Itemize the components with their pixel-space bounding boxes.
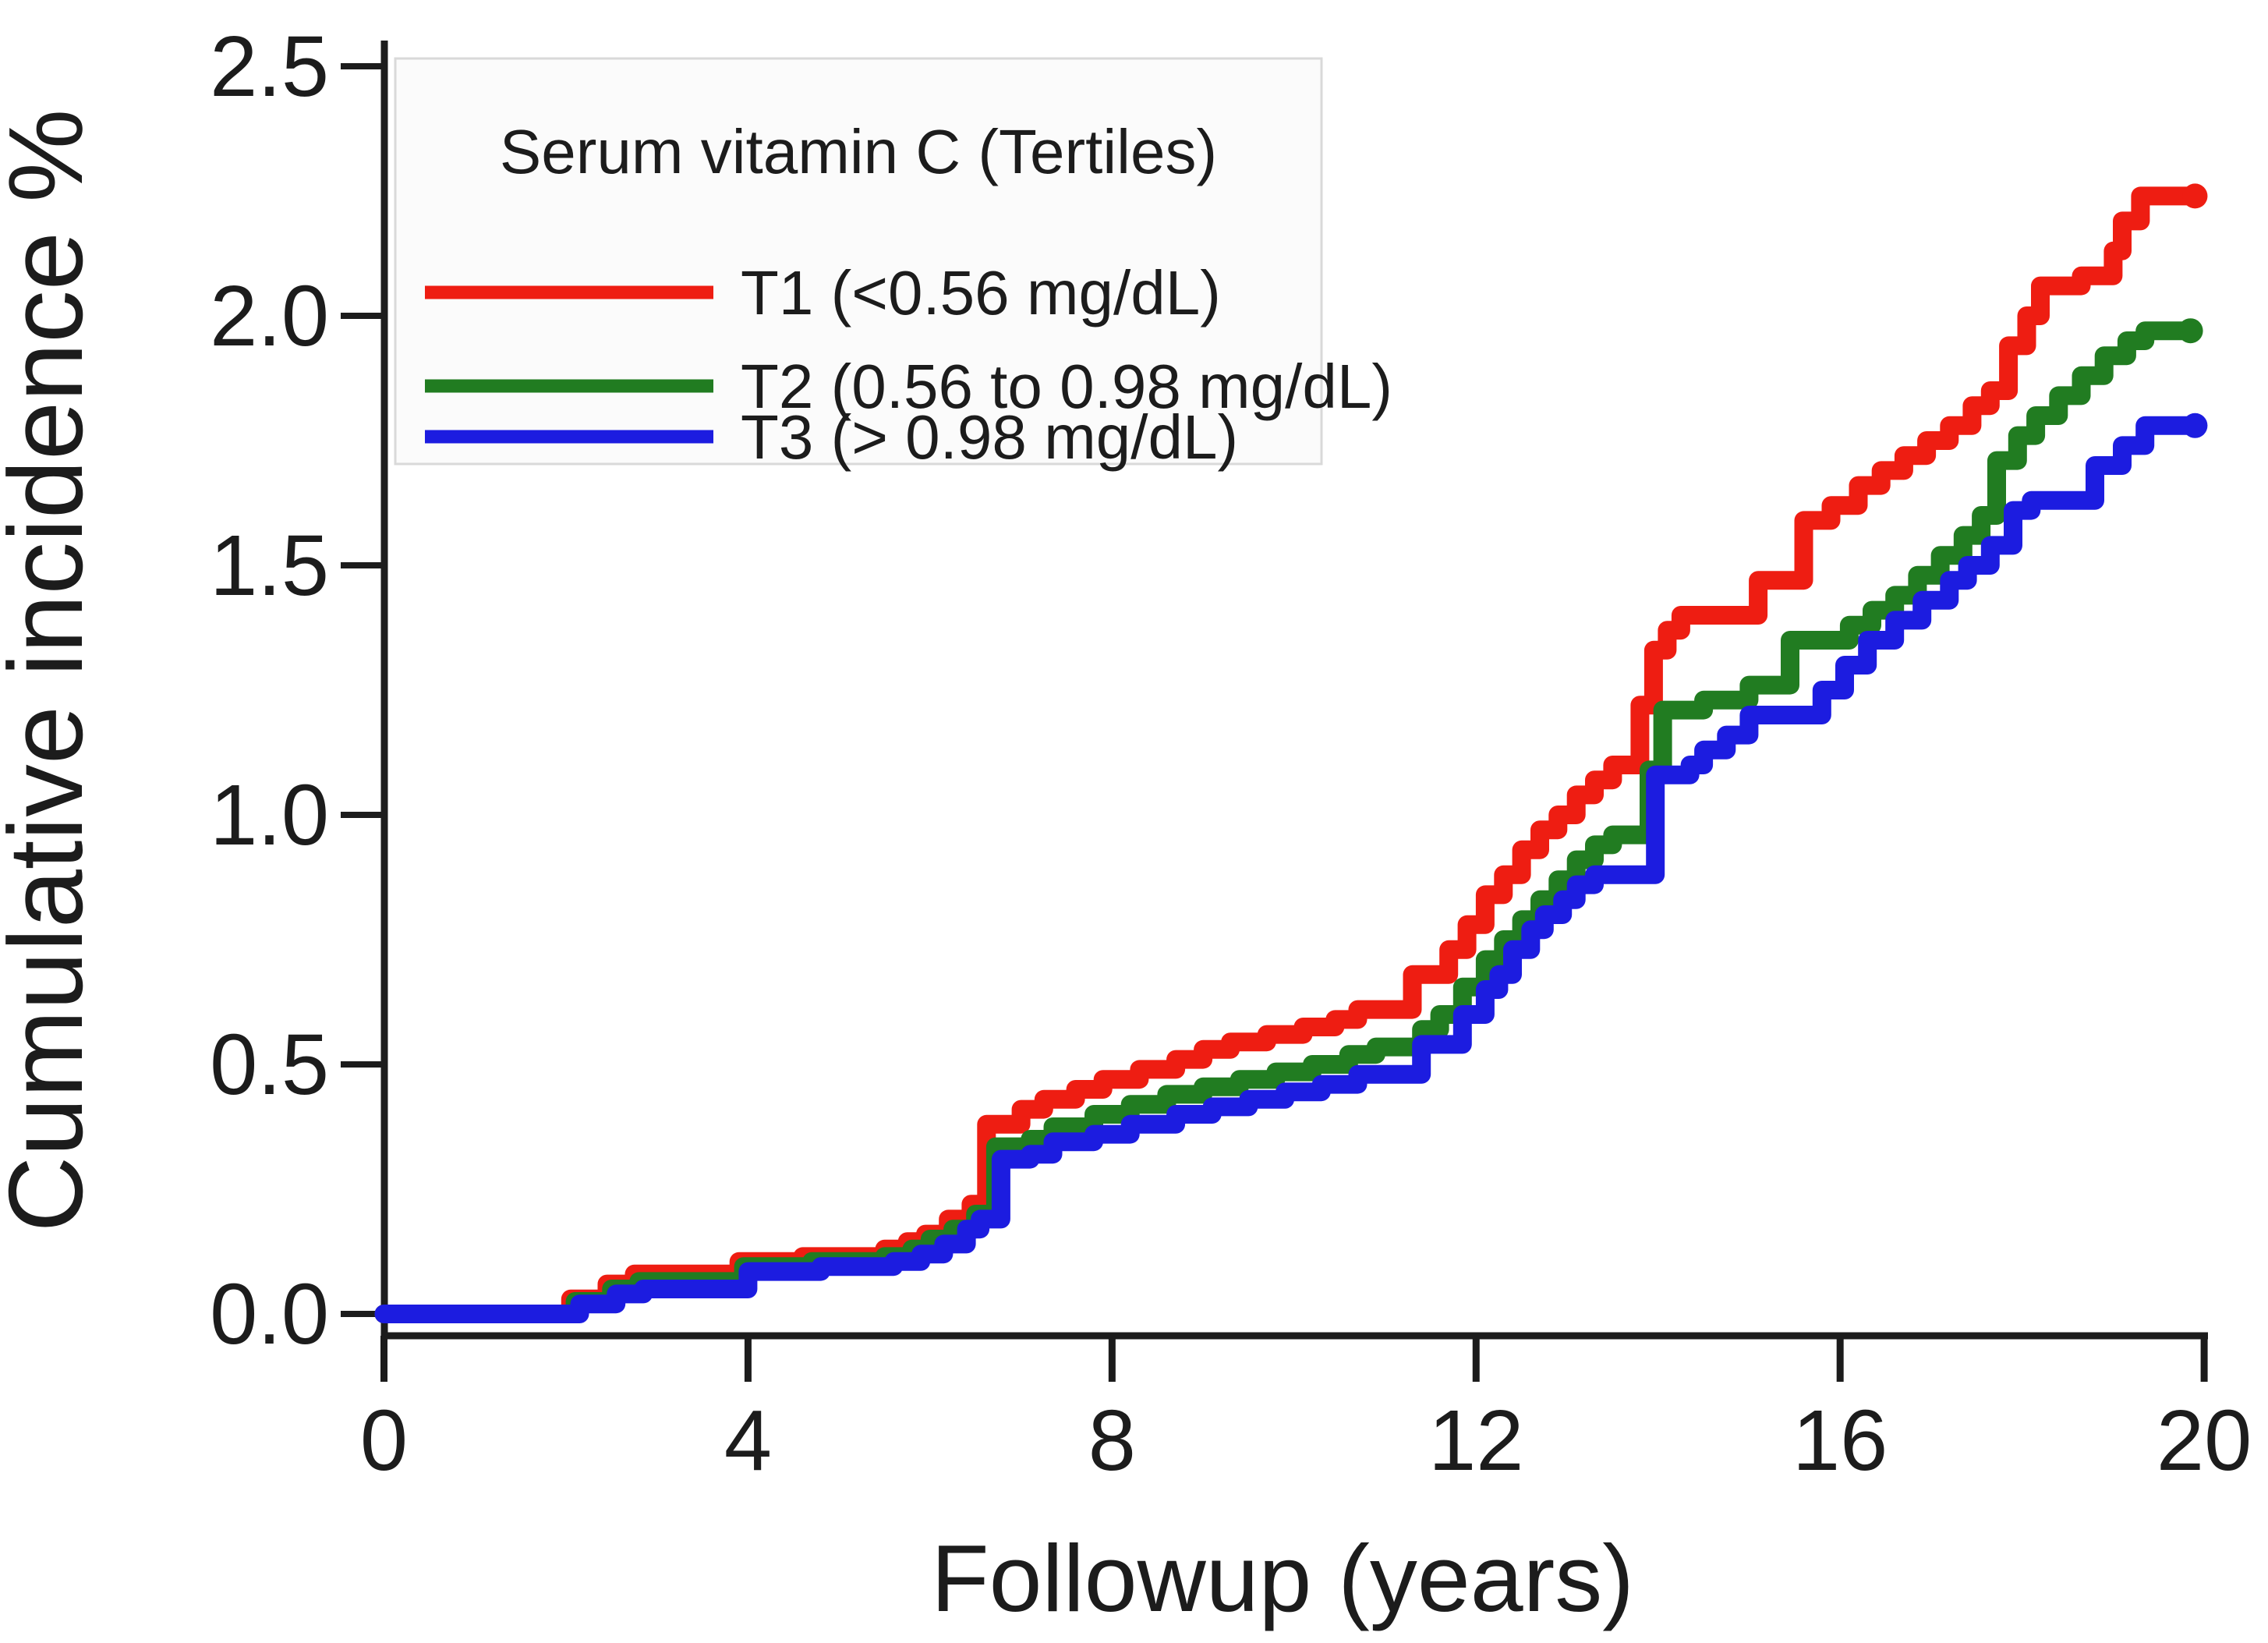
curve-endpoint-3 (2182, 413, 2208, 438)
curve-2 (374, 321, 2200, 1323)
legend-label-t2: T2 (0.56 to 0.98 mg/dL) (741, 352, 1392, 421)
legend-label-t3: T3 (> 0.98 mg/dL) (741, 402, 1238, 472)
x-tick-label: 16 (1792, 1393, 1888, 1489)
y-axis-title: Cumulative incidence % (0, 109, 104, 1233)
x-tick-label: 0 (360, 1393, 408, 1489)
y-tick-label: 0.5 (210, 1017, 329, 1113)
curve-1 (374, 186, 2205, 1323)
y-tick-label: 2.0 (210, 268, 329, 364)
y-tick-label: 2.5 (210, 19, 329, 115)
legend-label-t1: T1 (<0.56 mg/dL) (741, 258, 1221, 328)
y-tick-label: 0.0 (210, 1266, 329, 1362)
legend-box (394, 57, 1323, 466)
curve-3 (374, 416, 2205, 1323)
x-tick-label: 12 (1428, 1393, 1523, 1489)
x-axis-title: Followup (years) (931, 1525, 1634, 1631)
curve-endpoint-2 (2178, 318, 2203, 344)
x-tick-label: 4 (724, 1393, 772, 1489)
y-tick-label: 1.5 (210, 518, 329, 614)
x-tick-label: 20 (2157, 1393, 2252, 1489)
y-tick-label: 1.0 (210, 767, 329, 863)
legend-title: Serum vitamin C (Tertiles) (500, 117, 1217, 186)
legend: Serum vitamin C (Tertiles) T1 (<0.56 mg/… (394, 57, 1392, 472)
curves-layer (374, 183, 2208, 1323)
axes-layer: 0 4 8 12 16 20 0.0 0.5 1.0 1.5 2.0 2.5 (210, 19, 2252, 1489)
curve-endpoint-1 (2182, 183, 2208, 209)
x-tick-label: 8 (1088, 1393, 1136, 1489)
